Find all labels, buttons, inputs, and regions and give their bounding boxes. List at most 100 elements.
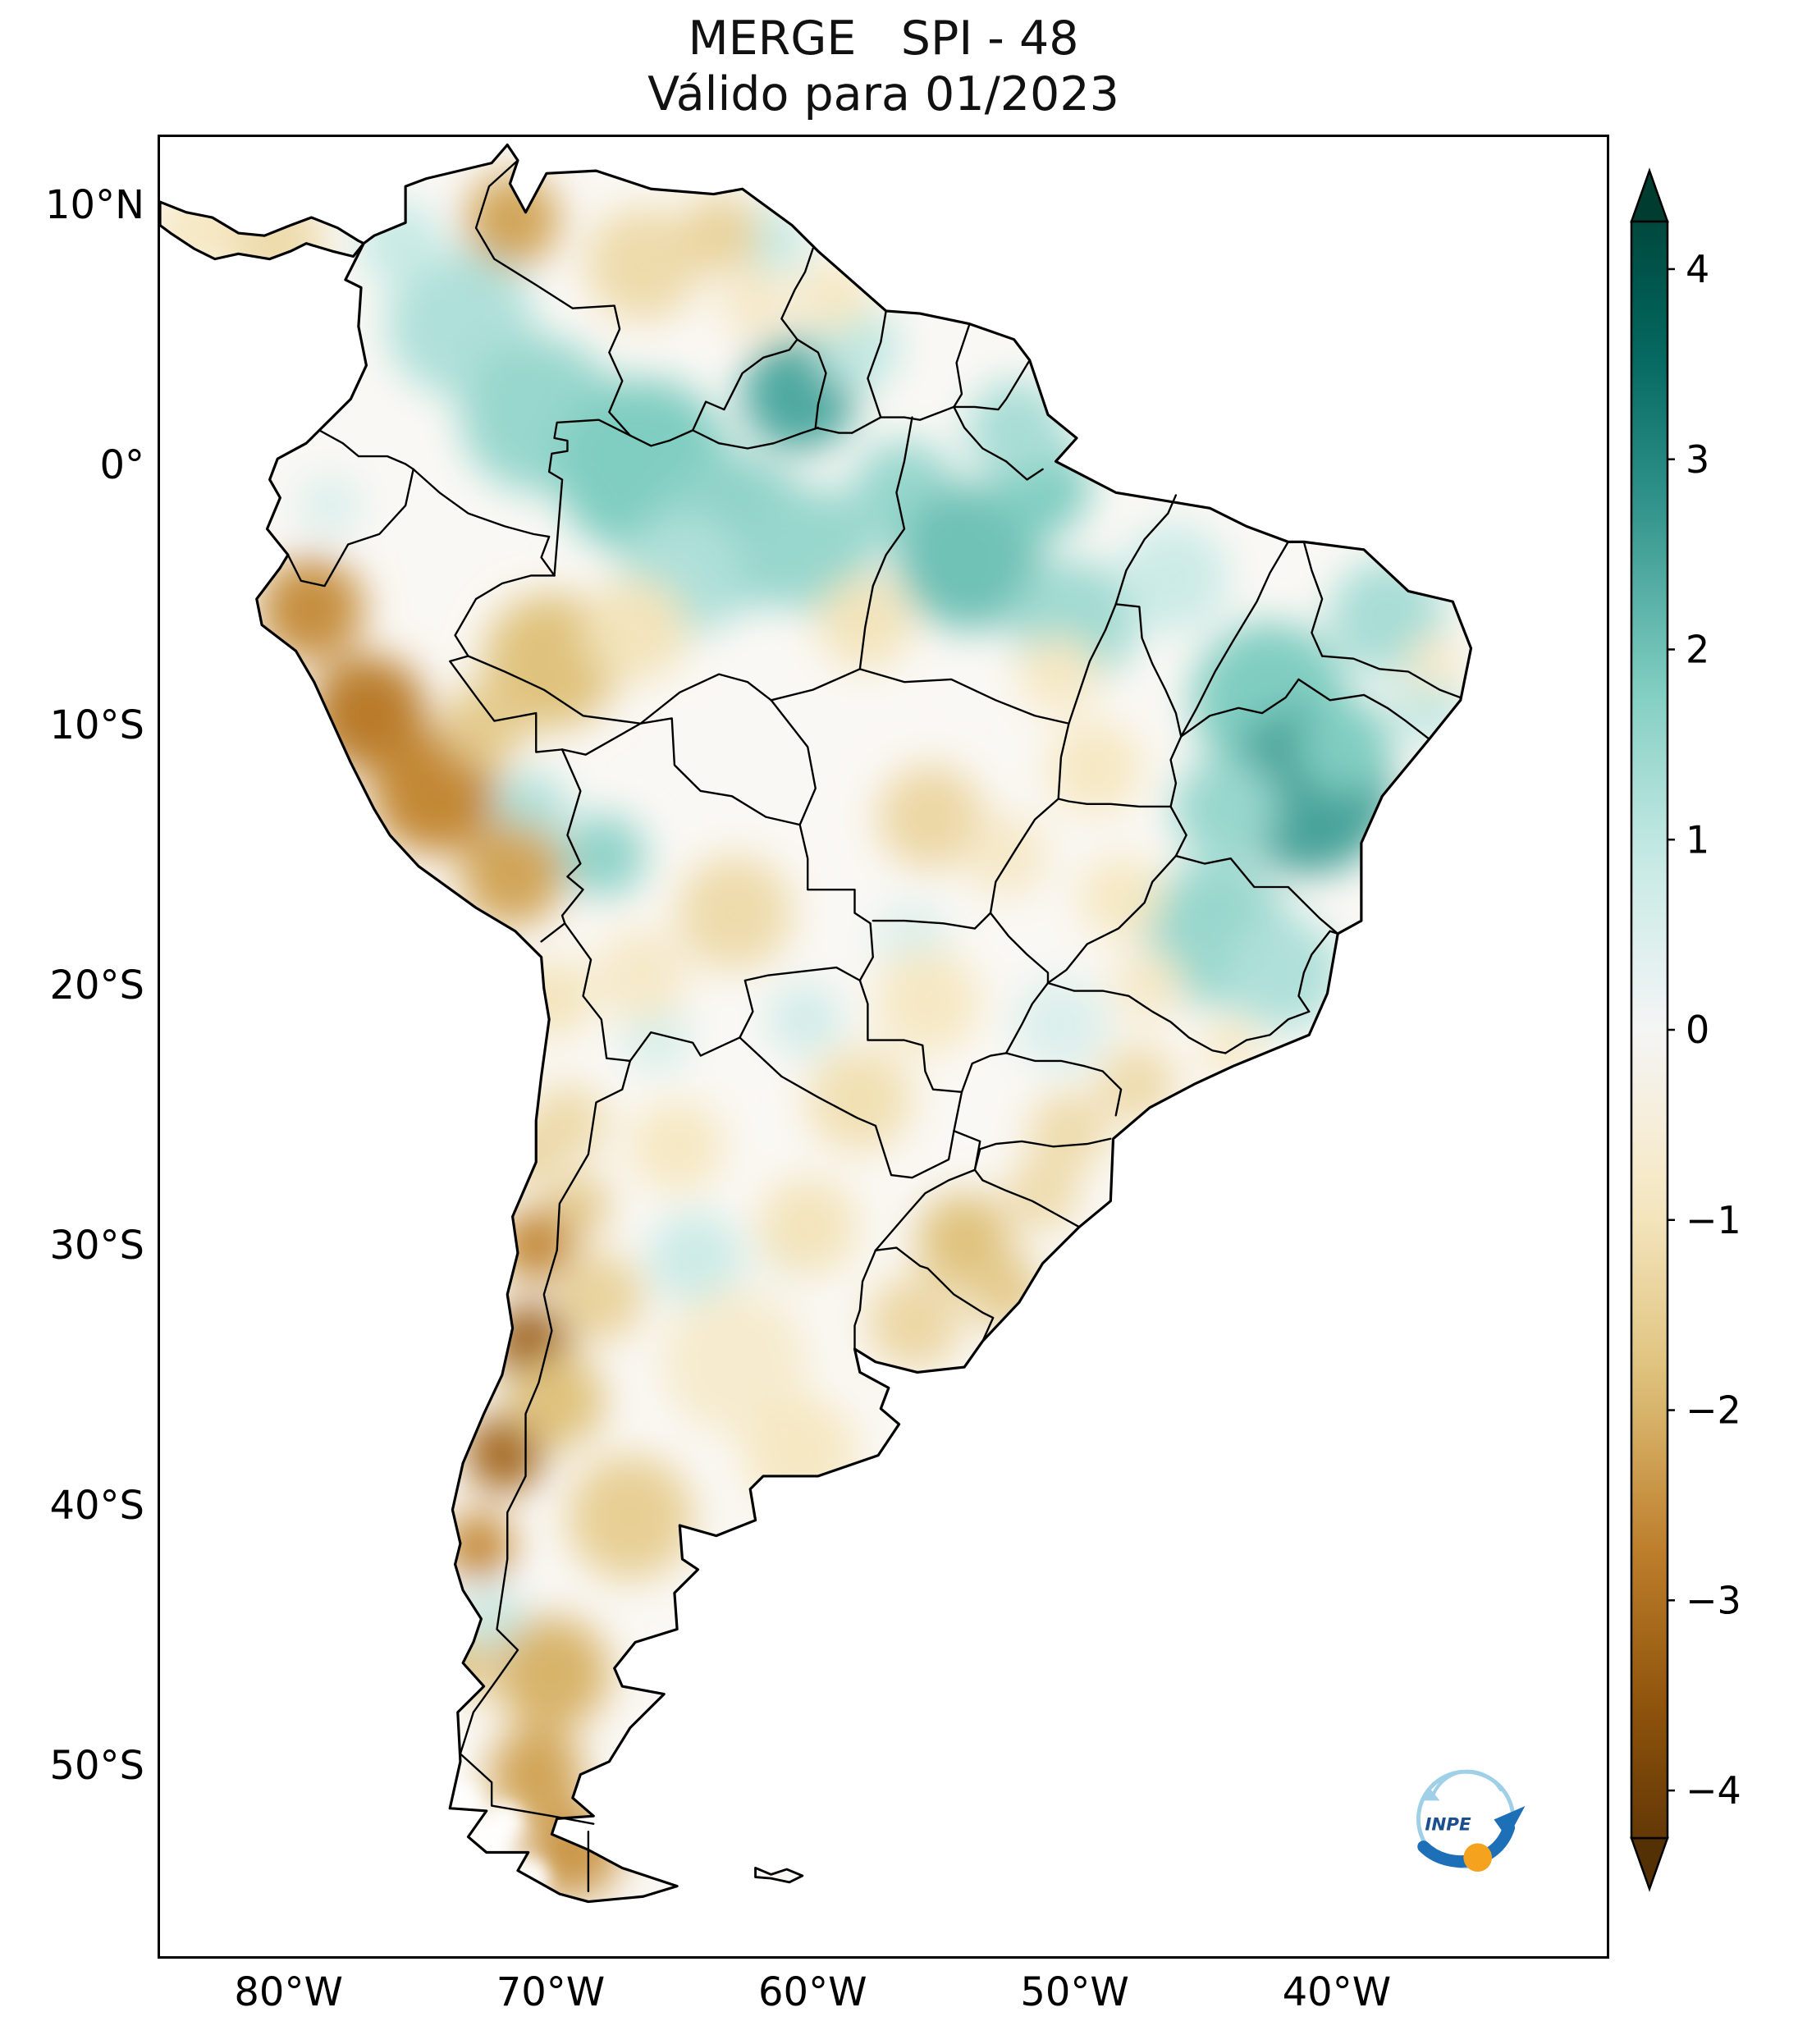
- colorbar-gradient: [1630, 220, 1669, 1840]
- inpe-logo: INPE: [1399, 1752, 1535, 1887]
- admin-border: [1169, 735, 1187, 857]
- spi-anomaly-blob: [648, 1211, 743, 1306]
- spi-anomaly-blob: [1225, 915, 1341, 1030]
- colorbar-tick-label: −3: [1686, 1578, 1741, 1622]
- y-tick-label: 40°S: [49, 1483, 144, 1530]
- admin-border: [989, 798, 1059, 914]
- spi-anomaly-blob: [258, 557, 364, 661]
- admin-border: [1046, 854, 1178, 985]
- admin-border: [560, 748, 584, 925]
- y-tick-label: 0°: [99, 441, 144, 488]
- admin-border: [953, 359, 1031, 411]
- admin-border: [540, 922, 566, 943]
- admin-border: [780, 247, 814, 341]
- admin-border: [639, 673, 772, 725]
- spi-anomaly-blob: [488, 1727, 583, 1822]
- admin-border: [629, 1031, 741, 1063]
- spi-anomaly-blob: [1006, 1156, 1080, 1230]
- colorbar-tick-label: 1: [1686, 817, 1709, 862]
- colorbar-tick-label: 3: [1686, 437, 1709, 482]
- admin-border: [872, 912, 992, 930]
- admin-border: [560, 717, 874, 982]
- admin-border: [547, 418, 632, 577]
- admin-border: [973, 1168, 1081, 1228]
- spi-anomaly-blob: [512, 959, 592, 1038]
- border-lines: [160, 143, 1473, 1904]
- logo-orange-dot-icon: [1463, 1843, 1493, 1873]
- spi-anomaly-blob: [444, 1512, 513, 1580]
- admin-border: [1046, 981, 1227, 1054]
- admin-border: [851, 309, 887, 434]
- spi-anomaly-blob: [426, 1634, 489, 1697]
- spi-anomaly-blob: [1298, 700, 1393, 794]
- spi-anomaly-blob: [1047, 720, 1142, 815]
- spi-anomaly-blob: [757, 1177, 858, 1277]
- spi-anomaly-blob: [964, 814, 1048, 898]
- admin-border: [1114, 603, 1183, 738]
- spi-anomaly-blob: [465, 173, 560, 268]
- spi-anomaly-blob: [661, 1289, 808, 1435]
- spi-anomaly-blob: [358, 202, 442, 286]
- spi-anomaly-blob: [494, 1616, 610, 1731]
- x-tick-label: 40°W: [1282, 1969, 1392, 2015]
- spi-anomaly-blob: [807, 1048, 913, 1152]
- spi-anomaly-blob: [867, 1276, 962, 1370]
- no-data-spot: [507, 1857, 550, 1900]
- admin-border: [1004, 1052, 1123, 1117]
- spi-anomaly-blob: [1405, 635, 1463, 693]
- spi-anomaly-blob: [742, 1395, 858, 1511]
- spi-anomaly-blob: [1118, 524, 1228, 633]
- admin-border: [1174, 854, 1339, 935]
- admin-border: [1297, 930, 1339, 1013]
- spi-anomaly-blob: [1173, 757, 1279, 862]
- admin-border: [858, 416, 913, 670]
- admin-border: [796, 338, 853, 434]
- x-tick-label: 50°W: [1020, 1969, 1129, 2015]
- spi-anomaly-blob: [1110, 949, 1184, 1022]
- map-plot: [158, 135, 1609, 1959]
- admin-border: [770, 668, 862, 702]
- spi-anomaly-blob: [583, 578, 688, 683]
- admin-border: [858, 668, 1070, 725]
- logo-inner-arc-icon: [1431, 1769, 1503, 1797]
- spi-anomaly-blob: [499, 1209, 573, 1282]
- admin-border: [874, 1124, 955, 1179]
- colorbar-extend-max: [1630, 167, 1669, 223]
- admin-border: [1180, 541, 1289, 738]
- admin-border: [564, 922, 632, 1063]
- x-tick-label: 80°W: [234, 1969, 343, 2015]
- colorbar: 4 3 2 1 0 −1 −2 −3 −4: [1630, 167, 1741, 1892]
- spi-anomaly-blob: [554, 1252, 643, 1342]
- spi-field: [160, 173, 1466, 1900]
- admin-border: [858, 979, 963, 1132]
- admin-border: [1224, 1010, 1311, 1054]
- admin-border: [1004, 981, 1050, 1054]
- admin-border: [960, 1052, 1008, 1094]
- admin-border: [989, 912, 1050, 985]
- admin-border: [412, 468, 556, 577]
- spi-anomaly-blob: [768, 983, 842, 1056]
- y-tick-label: 20°S: [49, 962, 144, 1008]
- spi-anomaly-blob: [585, 207, 701, 322]
- admin-border: [691, 427, 820, 450]
- inpe-logo-text: INPE: [1425, 1815, 1471, 1836]
- colorbar-tick-label: −2: [1686, 1388, 1741, 1433]
- admin-border: [629, 338, 798, 447]
- no-data-spot: [486, 1803, 524, 1840]
- admin-border: [1302, 541, 1324, 657]
- spi-anomaly-blob: [629, 1100, 725, 1194]
- admin-border: [1180, 678, 1300, 738]
- admin-border: [770, 699, 817, 826]
- admin-border: [286, 468, 414, 588]
- spi-anomaly-blob: [1097, 1045, 1176, 1123]
- admin-border: [853, 1249, 877, 1351]
- central-america-coastline: [160, 200, 365, 261]
- admin-border: [874, 1246, 995, 1342]
- coastline: [255, 143, 1473, 1904]
- admin-border: [449, 574, 564, 753]
- x-tick-label: 70°W: [496, 1969, 606, 2015]
- admin-border: [739, 1036, 877, 1127]
- colorbar-extend-min: [1630, 1836, 1669, 1892]
- admin-border: [973, 1137, 1112, 1171]
- admin-border: [1297, 678, 1430, 740]
